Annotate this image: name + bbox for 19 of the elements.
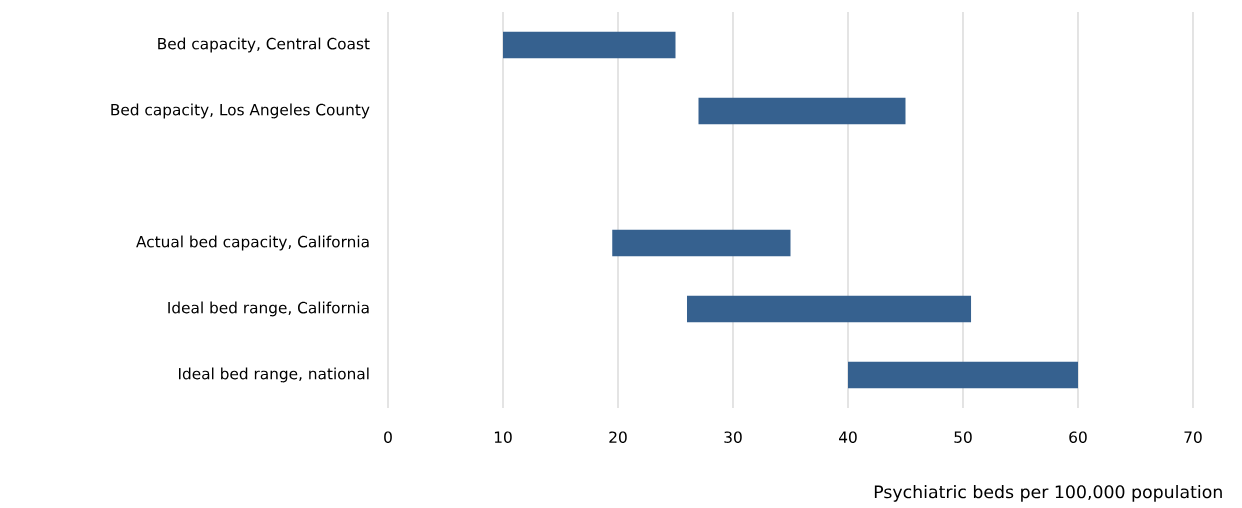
y-tick-label: Bed capacity, Los Angeles County bbox=[111, 103, 370, 119]
bar bbox=[848, 361, 1078, 389]
x-tick-label: 40 bbox=[838, 431, 857, 443]
y-tick-label: Ideal bed range, California bbox=[168, 301, 369, 317]
y-tick-label: Actual bed capacity, California bbox=[136, 235, 369, 251]
x-tick-label: 70 bbox=[1184, 431, 1202, 443]
bar bbox=[503, 31, 676, 59]
bar bbox=[612, 229, 791, 257]
x-tick-label: 0 bbox=[384, 431, 392, 443]
y-tick-label: Ideal bed range, national bbox=[179, 367, 369, 383]
x-tick-label: 30 bbox=[724, 431, 742, 443]
y-tick-label: Bed capacity, Central Coast bbox=[158, 37, 370, 53]
x-tick-label: 60 bbox=[1069, 431, 1087, 443]
x-tick-label: 50 bbox=[954, 431, 972, 443]
bar bbox=[698, 97, 906, 125]
x-tick-label: 20 bbox=[609, 431, 627, 443]
x-tick-label: 10 bbox=[494, 431, 512, 443]
bar bbox=[687, 295, 972, 323]
x-axis-title: Psychiatric beds per 100,000 population bbox=[874, 484, 1222, 502]
